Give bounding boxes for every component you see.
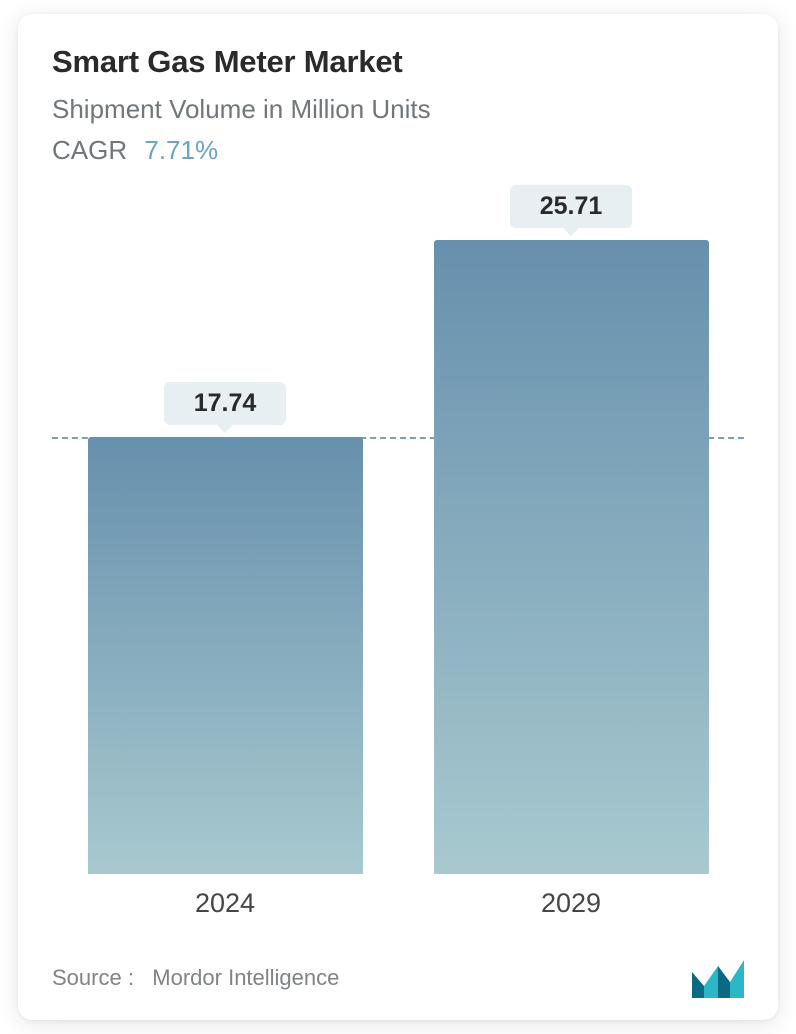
- cagr-value: 7.71%: [144, 135, 218, 165]
- source-text: Source : Mordor Intelligence: [52, 965, 339, 991]
- bar: [434, 240, 709, 874]
- chart-card: Smart Gas Meter Market Shipment Volume i…: [18, 14, 778, 1020]
- bar-value-label: 17.74: [164, 382, 287, 425]
- chart-subtitle: Shipment Volume in Million Units: [52, 94, 744, 125]
- bar: [88, 437, 363, 874]
- chart-footer: Source : Mordor Intelligence: [52, 958, 744, 998]
- bars-container: 17.74 25.71: [52, 184, 744, 874]
- mordor-logo-icon: [692, 958, 744, 998]
- source-label: Source :: [52, 965, 134, 990]
- bar-group: 17.74: [88, 382, 363, 874]
- x-axis-label: 2024: [88, 888, 363, 919]
- cagr-label: CAGR: [52, 135, 127, 165]
- x-axis-label: 2029: [434, 888, 709, 919]
- x-axis-labels: 2024 2029: [52, 888, 744, 919]
- chart-area: 17.74 25.71: [52, 184, 744, 874]
- cagr-row: CAGR 7.71%: [52, 135, 744, 166]
- bar-value-label: 25.71: [510, 185, 633, 228]
- chart-title: Smart Gas Meter Market: [52, 44, 744, 80]
- bar-group: 25.71: [434, 185, 709, 874]
- source-name: Mordor Intelligence: [152, 965, 339, 990]
